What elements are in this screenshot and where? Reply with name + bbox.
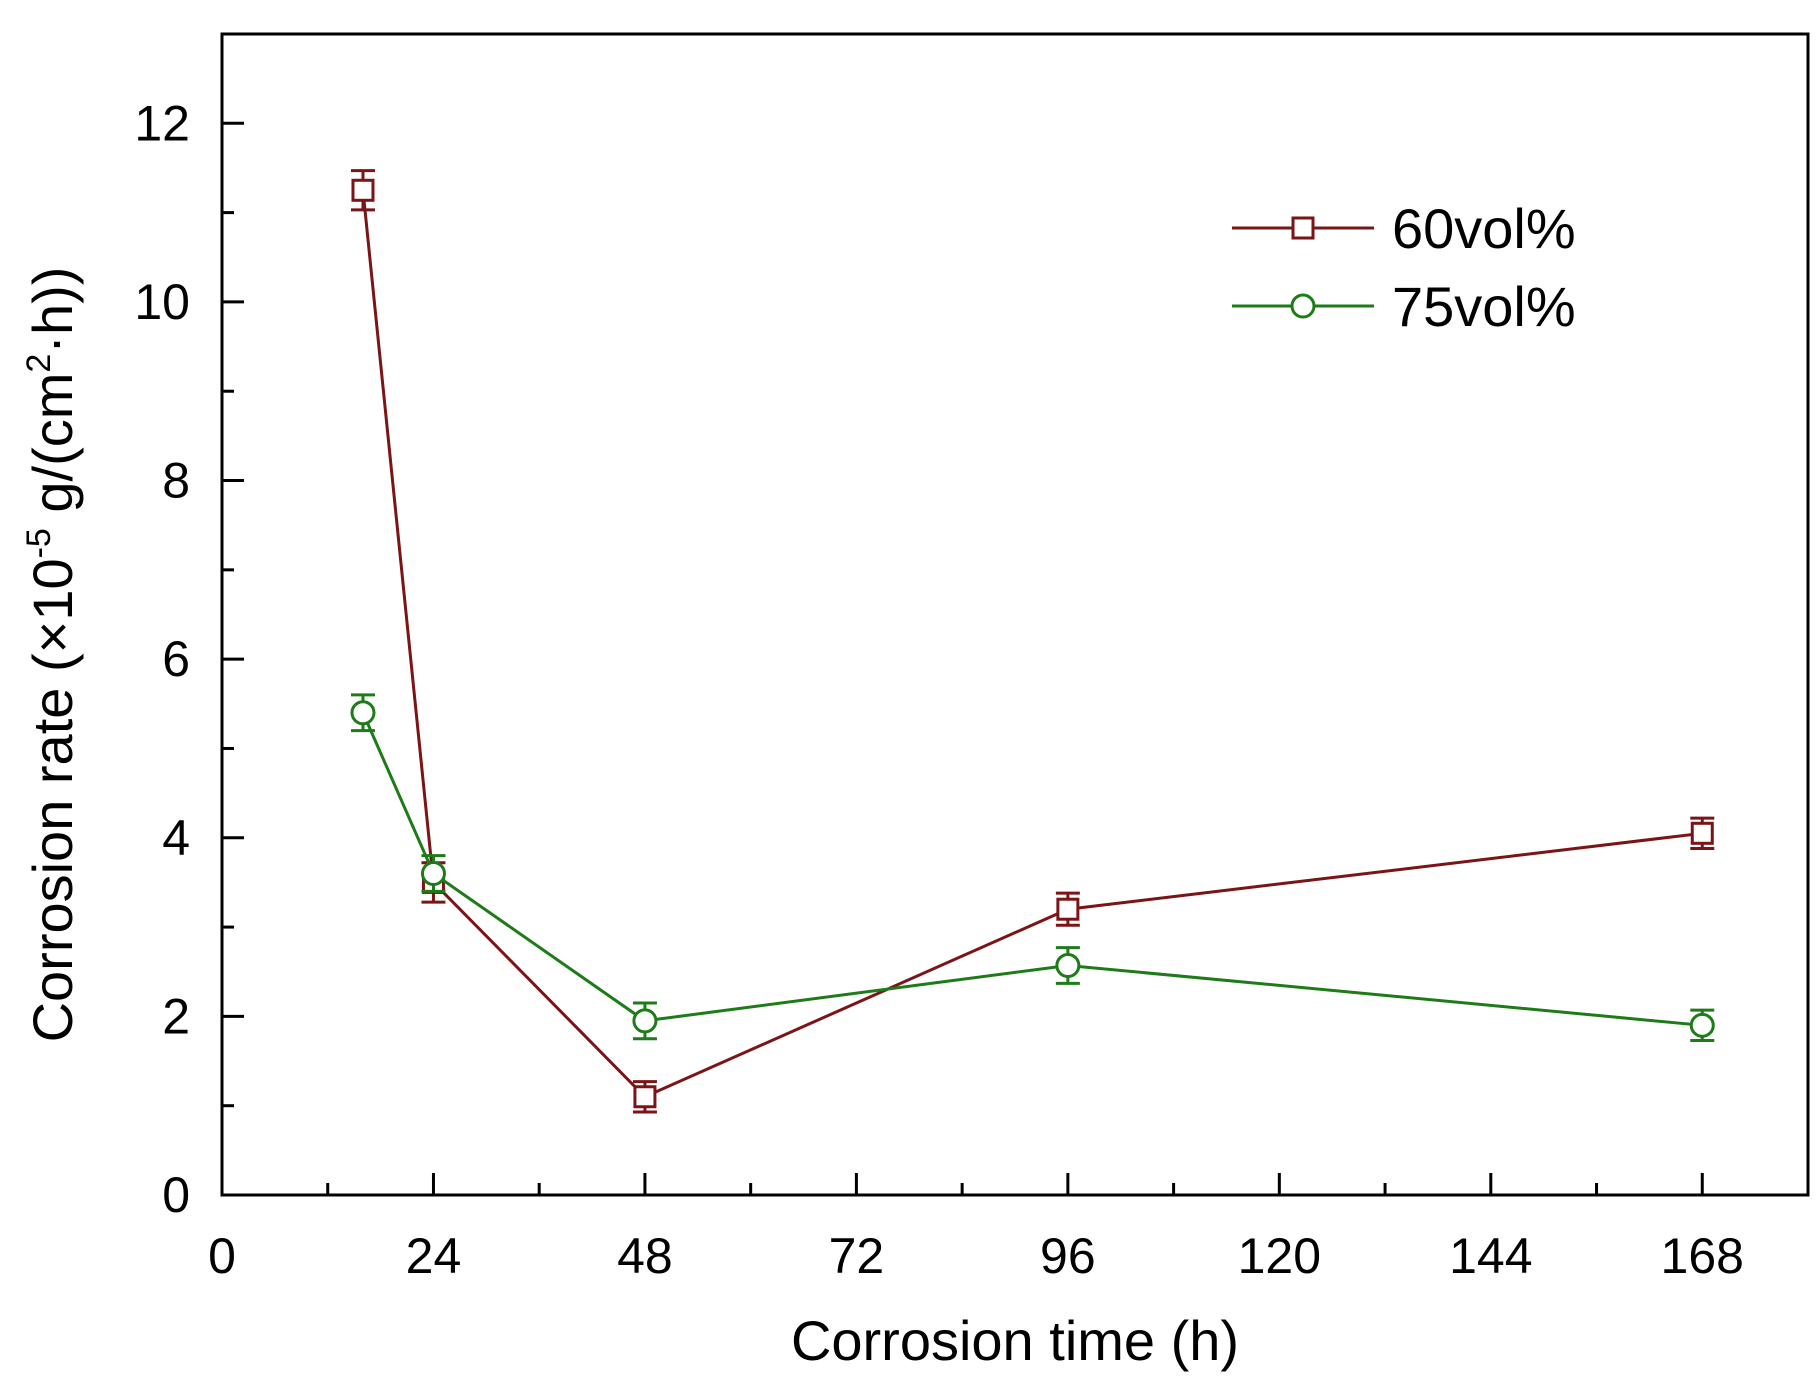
y-tick-label: 12 <box>134 95 190 151</box>
x-tick-label: 96 <box>1040 1228 1096 1284</box>
y-tick-label: 10 <box>134 274 190 330</box>
y-tick-label: 6 <box>162 631 190 687</box>
x-tick-label: 24 <box>406 1228 462 1284</box>
legend-marker <box>1291 216 1315 240</box>
legend: 60vol% 75vol% <box>1232 197 1576 338</box>
x-tick-label: 0 <box>208 1228 236 1284</box>
data-point <box>350 700 376 726</box>
y-axis-title-exponent-2: 2 <box>20 354 58 373</box>
data-point <box>633 1085 657 1109</box>
x-tick-label: 120 <box>1238 1228 1321 1284</box>
x-axis-title: Corrosion time (h) <box>791 1309 1239 1372</box>
data-point <box>632 1008 658 1034</box>
legend-marker <box>1290 293 1316 319</box>
y-tick-label: 0 <box>162 1167 190 1223</box>
x-tick-label: 144 <box>1449 1228 1532 1284</box>
data-point <box>1055 952 1081 978</box>
legend-label: 60vol% <box>1392 197 1576 260</box>
y-tick-label: 8 <box>162 453 190 509</box>
y-axis-title-suffix: ·h)) <box>21 267 84 354</box>
x-tick-label: 168 <box>1661 1228 1744 1284</box>
y-axis-title-prefix: Corrosion rate (×10 <box>21 558 84 1042</box>
x-tick-label: 48 <box>617 1228 673 1284</box>
data-point <box>1689 1012 1715 1038</box>
plot-frame <box>220 32 1810 1197</box>
x-tick-label: 72 <box>829 1228 885 1284</box>
data-point <box>1056 897 1080 921</box>
data-point <box>351 178 375 202</box>
series-75vol% <box>350 693 1715 1042</box>
data-point <box>420 860 446 886</box>
y-axis-title: Corrosion rate (×10-5 g/(cm2·h)) <box>20 267 84 1043</box>
y-tick-label: 2 <box>162 988 190 1044</box>
series-layer <box>350 169 1715 1114</box>
data-point <box>1690 821 1714 845</box>
y-tick-label: 4 <box>162 810 190 866</box>
legend-label: 75vol% <box>1392 275 1576 338</box>
y-axis-title-middle: g/(cm <box>21 373 84 529</box>
y-axis-title-exponent-1: -5 <box>20 528 58 558</box>
